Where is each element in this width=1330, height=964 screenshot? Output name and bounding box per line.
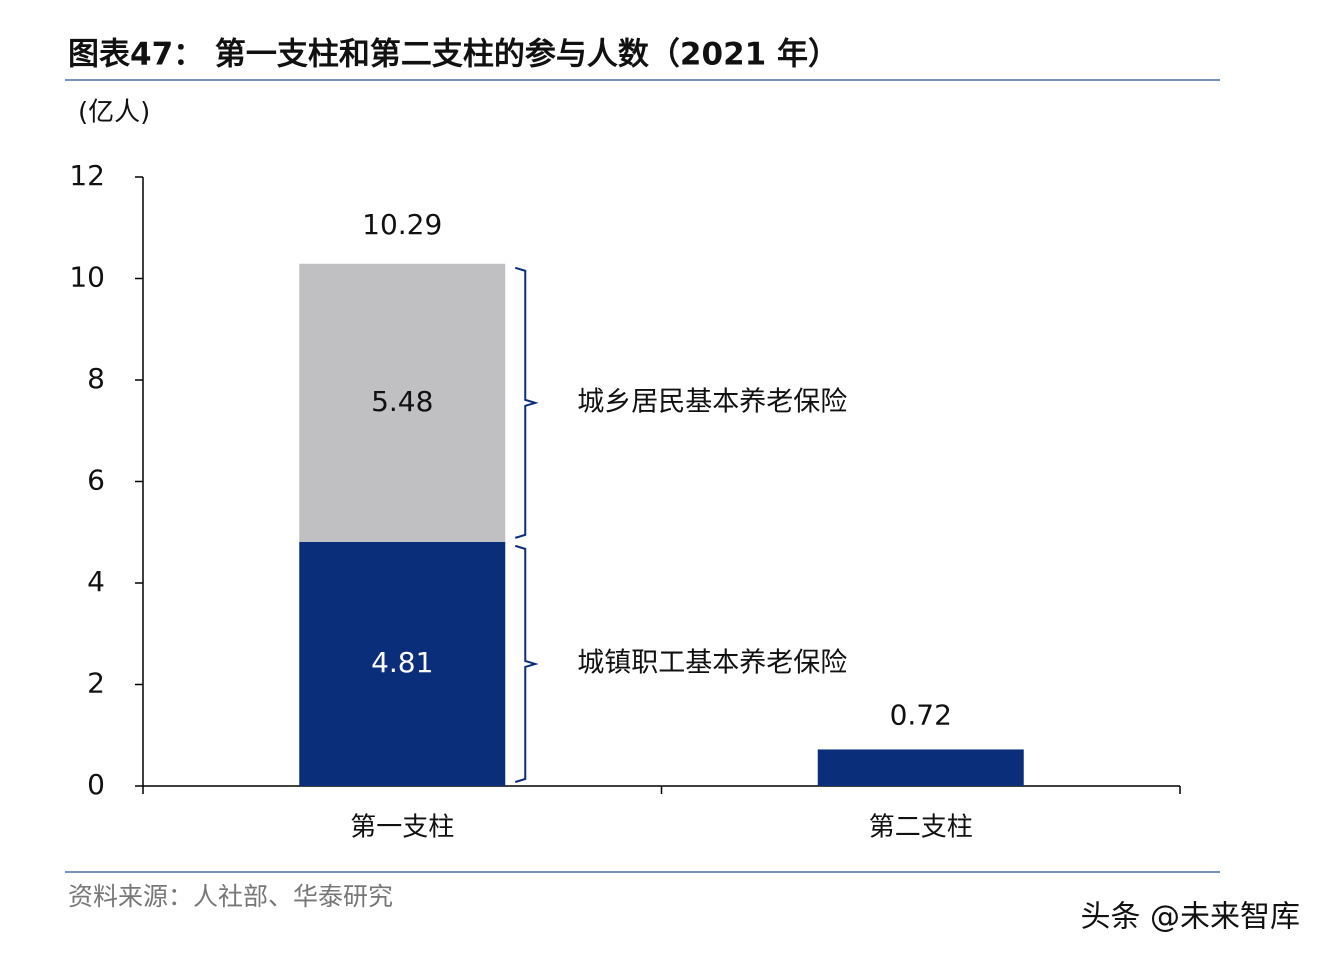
y-tick-label: 8 — [87, 362, 105, 395]
bar-segment — [299, 263, 506, 542]
watermark: 头条 @未来智库 — [1080, 900, 1300, 935]
y-tick-label: 12 — [69, 159, 105, 192]
value-label: 4.81 — [371, 646, 433, 679]
bracket — [514, 544, 539, 783]
source: 资料来源：人社部、华泰研究 — [68, 882, 393, 911]
x-tick-label: 第二支柱 — [869, 813, 973, 843]
y-tick-label: 0 — [87, 768, 105, 801]
series-label: 城乡居民基本养老保险 — [577, 386, 847, 417]
bar-segment — [817, 749, 1024, 786]
total-label: 10.29 — [362, 208, 442, 241]
y-tick-label: 2 — [87, 667, 105, 700]
value-label: 5.48 — [371, 385, 433, 418]
bar-segment — [299, 541, 506, 786]
y-tick-label: 10 — [69, 261, 105, 294]
y-tick-label: 6 — [87, 464, 105, 497]
y-tick-label: 4 — [87, 565, 105, 598]
x-tick-label: 第一支柱 — [350, 813, 454, 843]
bracket — [514, 266, 539, 539]
value-label: 0.72 — [890, 698, 952, 731]
y-unit: (亿人) — [78, 98, 150, 128]
series-label: 城镇职工基本养老保险 — [577, 647, 847, 678]
chart-title: 图表47： 第一支柱和第二支柱的参与人数（2021 年） — [68, 37, 839, 73]
